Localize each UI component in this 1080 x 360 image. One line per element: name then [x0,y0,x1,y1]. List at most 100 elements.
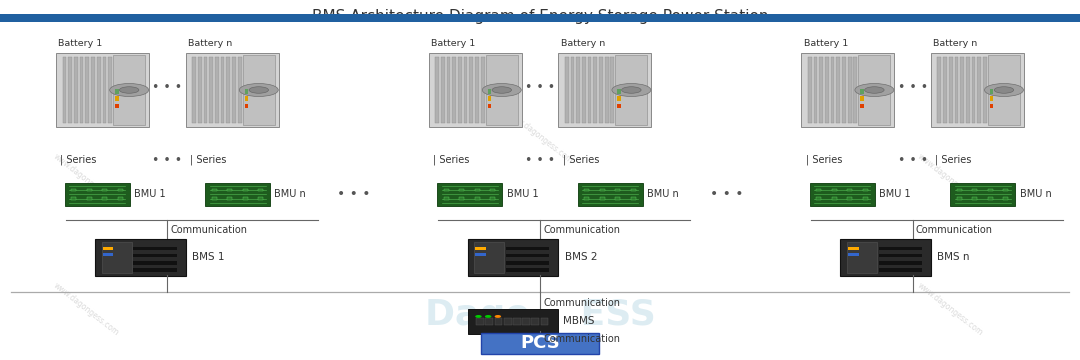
Bar [631,189,635,191]
Bar [988,189,993,191]
FancyBboxPatch shape [437,183,502,206]
Bar [966,57,970,123]
Bar [972,197,977,200]
Bar [507,268,550,272]
Bar [490,197,495,200]
Bar [610,57,615,123]
Bar [593,57,597,123]
Bar [988,55,1020,125]
Text: BMU n: BMU n [1020,189,1051,199]
Bar [832,189,837,191]
Bar [988,197,993,200]
Bar [75,57,78,123]
Bar [513,318,521,325]
Bar [957,197,962,200]
Bar [848,57,851,123]
Text: Battery 1: Battery 1 [58,39,103,48]
Bar [486,318,494,325]
FancyBboxPatch shape [56,53,149,127]
Bar [616,197,620,200]
Bar [71,189,77,191]
Bar [863,197,867,200]
Text: | Series: | Series [935,155,972,166]
Bar [459,197,464,200]
Bar [983,57,987,123]
Text: PCS: PCS [521,334,559,352]
Ellipse shape [492,87,512,93]
Text: Communication: Communication [171,225,247,235]
Bar [860,89,864,94]
Bar [86,197,92,200]
Bar [879,261,922,265]
Bar [813,57,818,123]
Bar [475,197,480,200]
Text: Communication: Communication [543,225,620,235]
FancyBboxPatch shape [810,183,875,206]
Bar [97,57,100,123]
FancyBboxPatch shape [429,53,522,127]
Text: Communication: Communication [543,334,620,344]
Bar [470,57,473,123]
Bar [960,57,964,123]
Bar [507,254,550,257]
FancyBboxPatch shape [950,183,1015,206]
Text: • • •: • • • [897,81,928,94]
Bar [616,55,647,125]
Bar [227,197,232,200]
Bar [955,57,958,123]
Bar [504,318,512,325]
Bar [108,57,112,123]
Text: Battery 1: Battery 1 [804,39,848,48]
Bar [860,104,864,108]
Bar [989,89,994,94]
FancyBboxPatch shape [931,53,1024,127]
Bar [474,242,504,273]
Ellipse shape [985,84,1024,96]
Ellipse shape [865,87,885,93]
Bar [853,57,858,123]
Bar [215,57,219,123]
Text: www.dagongess.com: www.dagongess.com [916,281,985,338]
Bar [198,57,202,123]
Bar [541,318,549,325]
Text: www.dagongess.com: www.dagongess.com [52,281,121,338]
Bar [507,261,550,265]
Bar [588,57,592,123]
Text: BMS Architecture Diagram of Energy Storage Power Station: BMS Architecture Diagram of Energy Stora… [312,9,768,24]
Bar [475,57,478,123]
Bar [977,57,981,123]
Bar [476,318,484,325]
Bar [848,253,859,256]
Bar [258,197,262,200]
Bar [227,189,232,191]
Text: • • •: • • • [525,81,555,94]
Bar [565,57,568,123]
Bar [808,57,811,123]
Text: • • •: • • • [710,188,743,201]
Bar [458,57,462,123]
Bar [879,247,922,250]
Ellipse shape [622,87,642,93]
Ellipse shape [495,315,501,318]
Ellipse shape [855,84,894,96]
Bar [134,247,177,250]
Bar [0,14,1080,22]
Bar [103,247,113,250]
Text: | Series: | Series [433,155,470,166]
Bar [1003,197,1008,200]
Bar [238,57,242,123]
Bar [134,254,177,257]
Bar [599,197,605,200]
Text: Battery n: Battery n [933,39,977,48]
Text: www.dagongess.com: www.dagongess.com [505,108,575,165]
Bar [85,57,90,123]
Bar [584,189,590,191]
Bar [989,104,994,108]
Bar [577,57,580,123]
Bar [481,57,485,123]
Text: www.dagongess.com: www.dagongess.com [916,152,985,208]
Bar [227,57,230,123]
Text: | Series: | Series [190,155,227,166]
Bar [459,189,464,191]
Bar [487,89,491,94]
